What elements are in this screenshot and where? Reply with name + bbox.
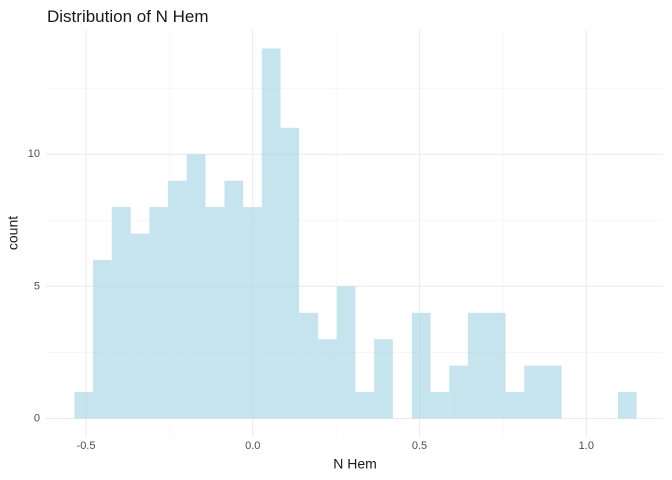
bar	[467, 312, 487, 419]
bar	[224, 180, 244, 419]
bar	[261, 48, 281, 419]
bar	[336, 286, 356, 419]
bar	[617, 392, 637, 419]
bar	[205, 207, 225, 419]
bar	[524, 365, 543, 419]
bar	[74, 392, 94, 419]
bar	[374, 339, 393, 419]
bar	[449, 365, 468, 419]
bar	[355, 392, 375, 419]
x-tick-label: 1.0	[579, 440, 594, 452]
bar	[168, 180, 187, 419]
y-tick-label: 10	[28, 148, 40, 160]
y-tick-label: 0	[34, 412, 40, 424]
chart-title: Distribution of N Hem	[47, 7, 209, 26]
bar	[186, 154, 206, 419]
bar	[318, 339, 337, 419]
bar	[411, 312, 431, 419]
bar	[486, 312, 506, 419]
bar	[430, 392, 450, 419]
bar	[149, 207, 169, 419]
bar	[130, 233, 150, 419]
y-axis-title: count	[5, 216, 21, 250]
x-tick-label: 0.5	[412, 440, 427, 452]
bar	[542, 365, 562, 419]
bar	[505, 392, 525, 419]
x-tick-label: -0.5	[77, 440, 96, 452]
bar	[93, 259, 112, 419]
bar	[299, 312, 319, 419]
x-tick-label: 0.0	[245, 440, 260, 452]
y-tick-label: 5	[34, 280, 40, 292]
bar	[111, 207, 131, 419]
x-axis-title: N Hem	[333, 456, 377, 472]
bar	[243, 207, 262, 419]
bar	[280, 127, 300, 419]
